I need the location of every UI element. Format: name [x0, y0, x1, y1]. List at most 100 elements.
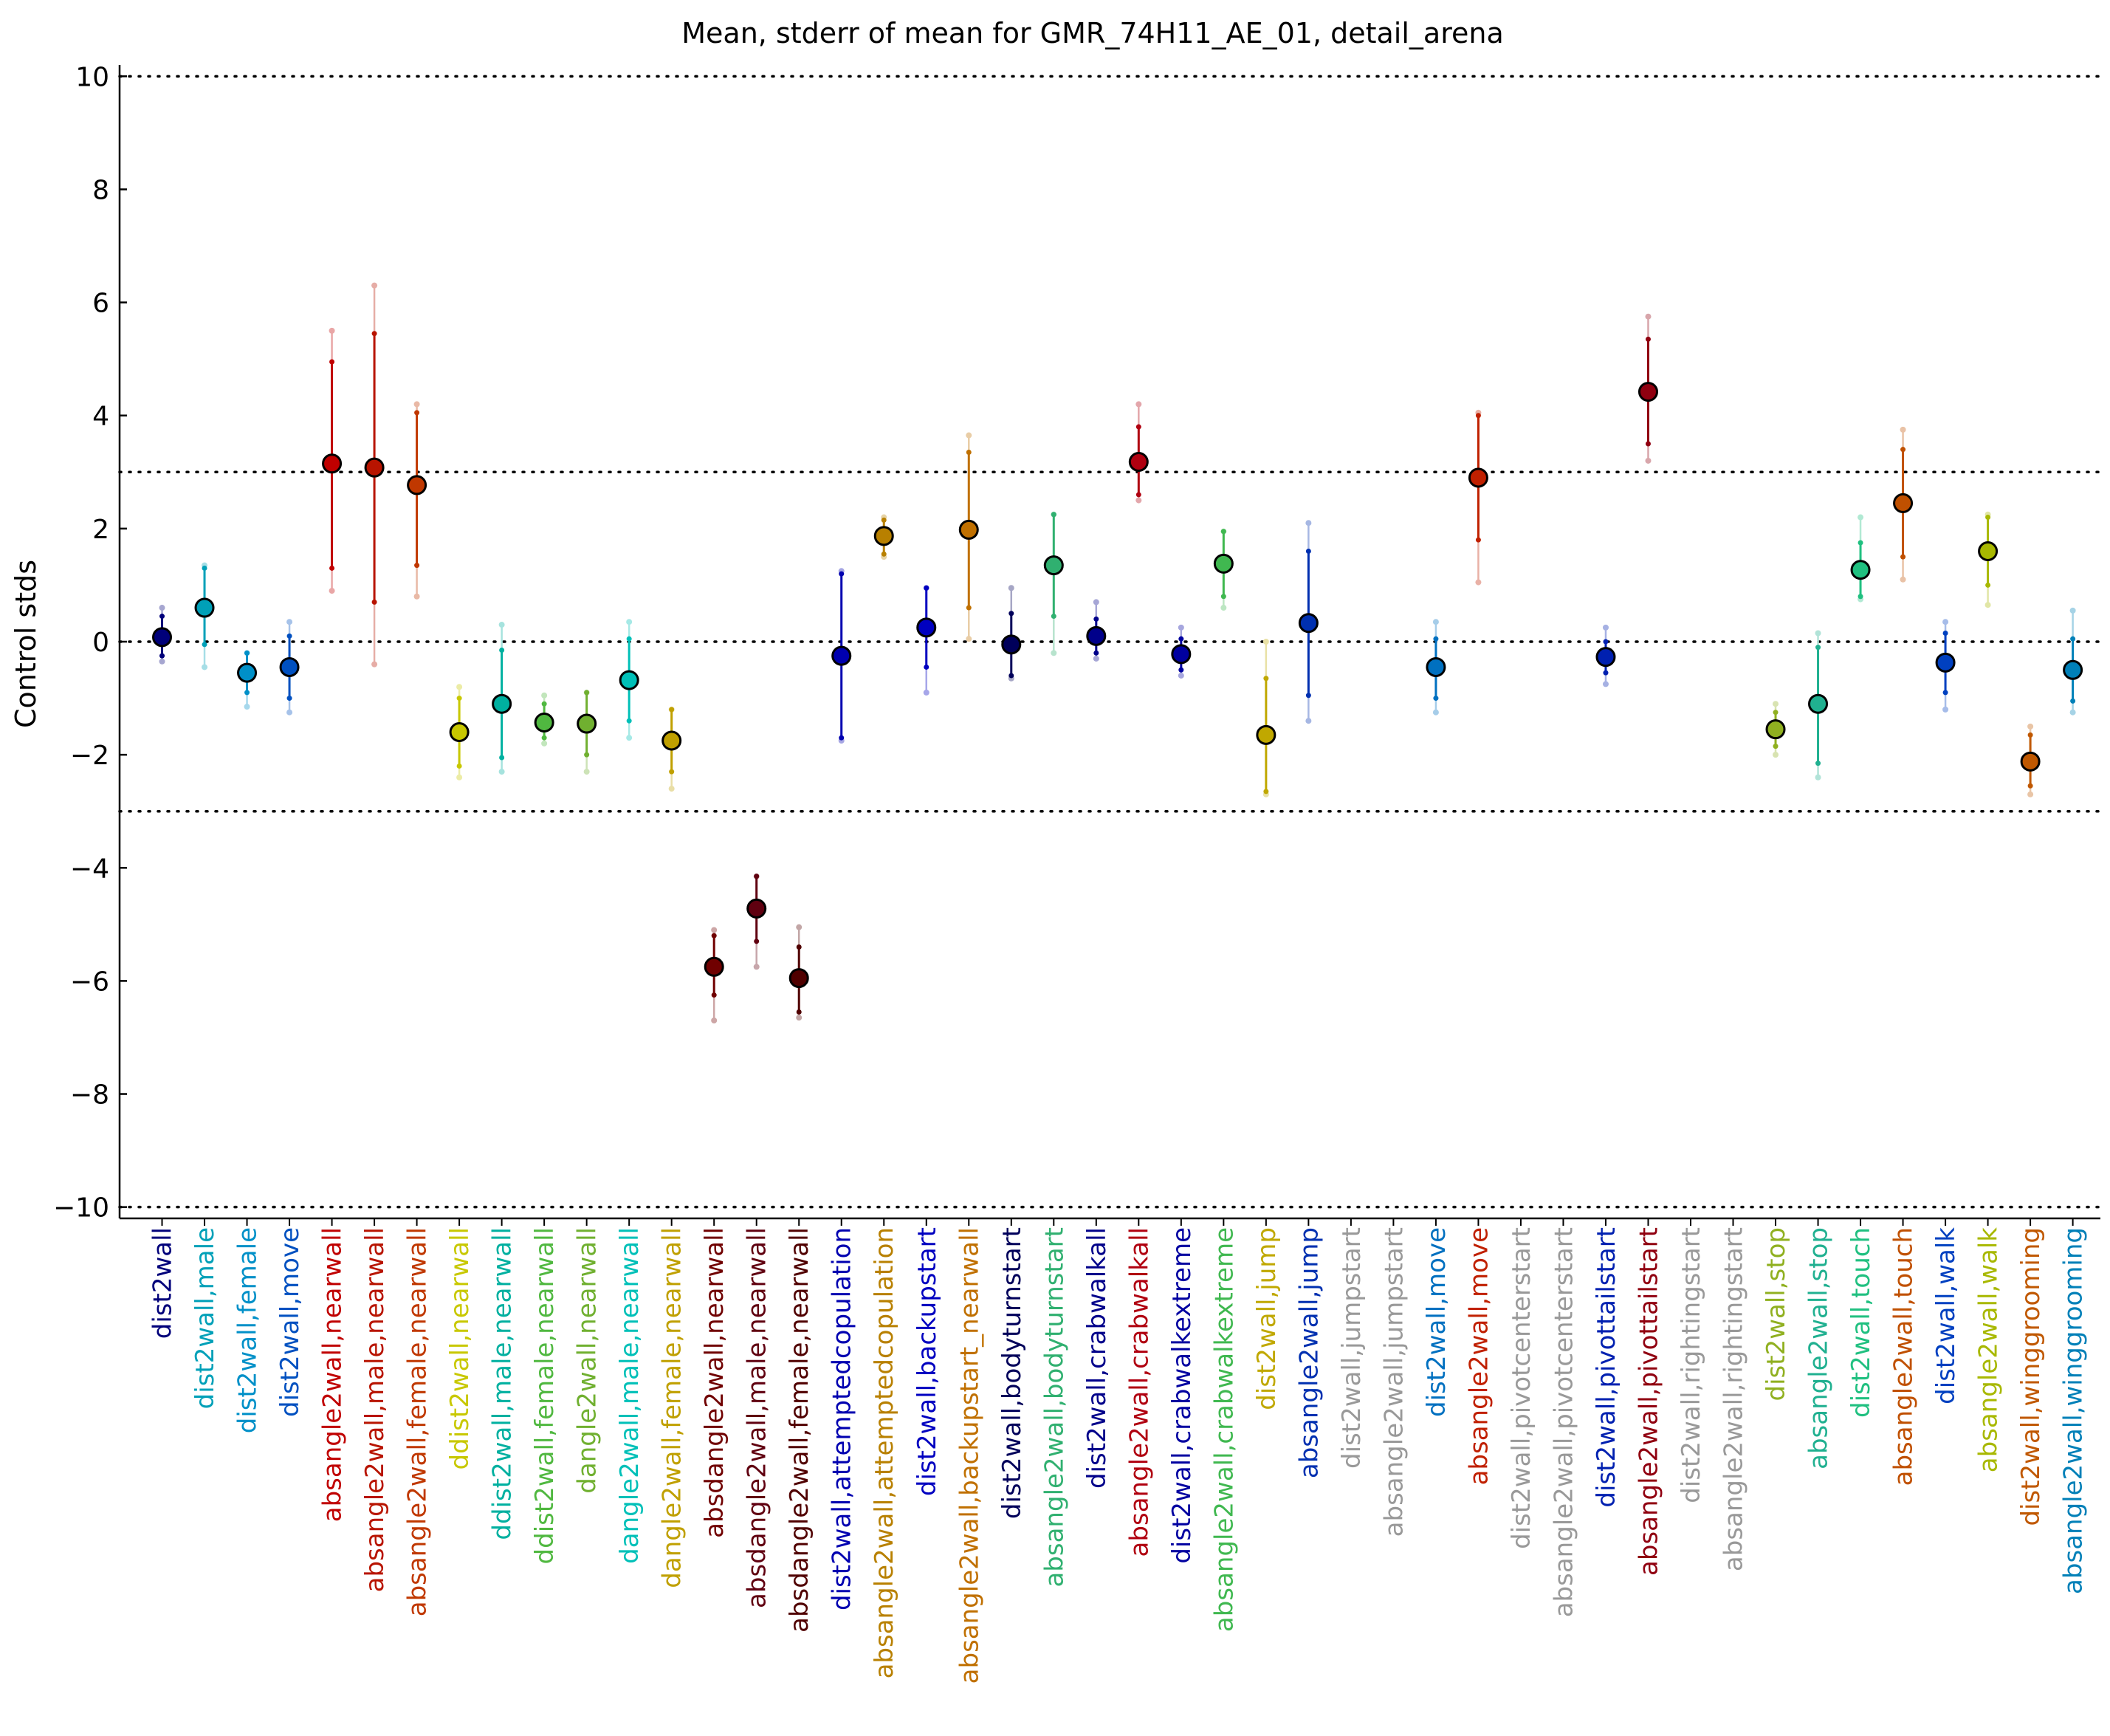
data-point-group: [916, 585, 937, 696]
extent-end: [1773, 752, 1779, 758]
error-end: [1008, 673, 1014, 679]
extent-end: [244, 704, 250, 710]
error-end: [966, 449, 972, 455]
error-end: [2070, 636, 2076, 642]
error-end: [754, 874, 760, 879]
error-end: [669, 769, 675, 775]
mean-point: [449, 722, 470, 743]
extent-end: [1135, 497, 1142, 504]
mean-point: [873, 526, 894, 546]
x-tick-label: absangle2wall,nearwall: [318, 1227, 348, 1522]
x-tick-label: absangle2wall,crabwalkall: [1124, 1227, 1154, 1557]
error-end: [1985, 582, 1991, 588]
x-tick-label: absangle2wall,move: [1464, 1227, 1494, 1485]
data-point-group: [407, 401, 427, 600]
y-tick-label: −8: [70, 1080, 109, 1111]
data-point-group: [746, 873, 767, 970]
x-tick-label: dist2wall,backupstart: [913, 1227, 942, 1496]
error-end: [1093, 650, 1099, 656]
mean-point: [1171, 644, 1192, 665]
x-tick-label: dangle2wall,female,nearwall: [658, 1227, 687, 1588]
mean-point: [194, 597, 215, 618]
x-tick-label: absangle2wall,male,nearwall: [360, 1227, 390, 1592]
data-point-group: [322, 327, 343, 594]
extent-end: [1942, 619, 1949, 625]
mean-point: [1850, 560, 1871, 580]
y-axis-label: Control stds: [10, 560, 42, 728]
x-tick-label: dist2wall,rightingstart: [1677, 1227, 1706, 1503]
error-end: [371, 331, 377, 337]
x-tick-label: absangle2wall,touch: [1889, 1227, 1919, 1486]
mean-point: [1426, 656, 1446, 677]
mean-point: [1595, 647, 1616, 668]
error-end: [541, 735, 547, 741]
x-tick-label: ddist2wall,male,nearwall: [488, 1227, 518, 1540]
x-tick-label: ddist2wall,nearwall: [445, 1227, 475, 1469]
data-point-group: [1213, 528, 1234, 611]
error-end: [924, 664, 929, 670]
error-end: [414, 410, 420, 416]
extent-end: [1773, 701, 1779, 707]
extent-end: [711, 1018, 718, 1024]
data-point-group: [1128, 401, 1149, 504]
data-point-group: [279, 619, 300, 716]
error-end: [796, 1009, 802, 1015]
extent-end: [1900, 426, 1906, 433]
extent-end: [1984, 602, 1991, 608]
mean-point: [958, 519, 979, 540]
error-end: [1815, 761, 1821, 766]
extent-end: [371, 661, 378, 668]
extent-end: [286, 709, 293, 716]
error-end: [924, 585, 929, 591]
x-tick-label: absangle2wall,bodyturnstart: [1039, 1227, 1069, 1588]
error-end: [1135, 492, 1141, 498]
error-end: [1475, 537, 1481, 543]
extent-end: [668, 786, 675, 792]
y-tick-label: −4: [70, 854, 109, 884]
error-end: [456, 763, 462, 769]
x-tick-label: dist2wall,pivottailstart: [1592, 1227, 1621, 1508]
extent-end: [1815, 774, 1821, 780]
extent-end: [1602, 681, 1609, 687]
x-tick-label: absangle2wall,backupstart_nearwall: [955, 1227, 984, 1684]
error-end: [329, 565, 335, 571]
y-tick-label: 10: [75, 62, 109, 92]
data-point-group: [619, 619, 639, 741]
extent-end: [159, 658, 165, 665]
error-end: [2027, 783, 2033, 789]
x-tick-label: dangle2wall,male,nearwall: [615, 1227, 645, 1564]
data-point-group: [661, 706, 682, 792]
x-tick-label: absangle2wall,rightingstart: [1719, 1227, 1749, 1571]
error-end: [1645, 336, 1651, 342]
error-end: [1985, 515, 1991, 521]
mean-point: [831, 645, 852, 666]
mean-point: [1256, 724, 1276, 745]
mean-point: [1893, 493, 1914, 513]
extent-end: [286, 619, 293, 625]
extent-end: [1432, 709, 1439, 716]
x-tick-label: dist2wall,move: [1422, 1227, 1451, 1417]
extent-end: [456, 684, 463, 690]
mean-point: [1001, 634, 1022, 655]
extent-end: [711, 927, 718, 933]
data-marks: [152, 282, 2083, 1024]
x-tick-label: dist2wall,attemptedcopulation: [828, 1227, 857, 1610]
x-tick-label: absangle2wall,pivotcenterstart: [1549, 1227, 1578, 1617]
y-tick-label: −6: [70, 967, 109, 997]
error-end: [1858, 540, 1863, 546]
mean-point: [577, 713, 597, 734]
mean-point: [1043, 555, 1064, 576]
error-end: [159, 614, 165, 620]
data-point-group: [534, 692, 554, 747]
mean-point: [364, 457, 385, 478]
extent-end: [583, 769, 590, 775]
data-point-group: [1171, 624, 1192, 679]
error-end: [286, 633, 292, 639]
data-point-group: [1468, 409, 1488, 586]
data-point-group: [2063, 607, 2083, 716]
x-tick-label: absangle2wall,crabwalkextreme: [1209, 1227, 1239, 1632]
x-tick-label: absangle2wall,stop: [1804, 1227, 1834, 1469]
y-tick-label: 4: [92, 402, 109, 432]
mean-point: [1808, 693, 1829, 714]
